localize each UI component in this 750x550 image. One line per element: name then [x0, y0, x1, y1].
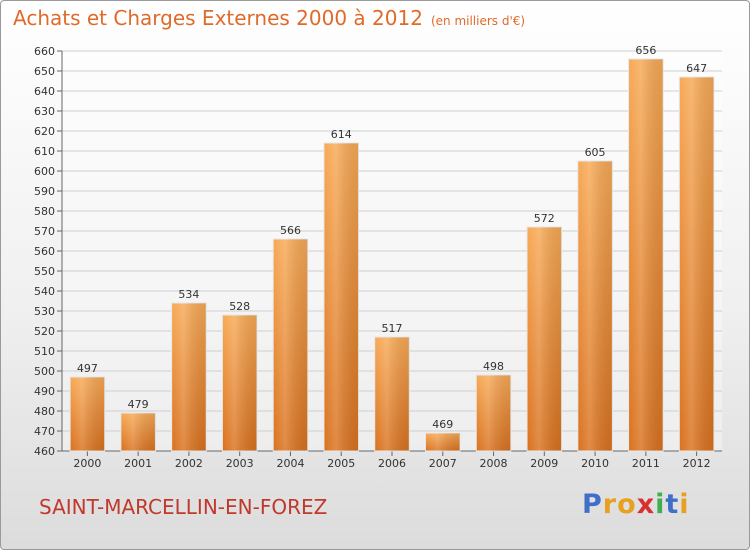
y-tick-label: 580	[34, 205, 55, 218]
y-tick-label: 590	[34, 185, 55, 198]
bar-shine	[577, 161, 613, 451]
bar-shine	[222, 315, 257, 451]
y-tick-label: 520	[34, 325, 55, 338]
y-tick-label: 540	[34, 285, 55, 298]
x-tick-label: 2007	[429, 457, 457, 470]
y-tick-label: 550	[34, 265, 55, 278]
logo-letter: i	[655, 489, 666, 520]
data-label: 469	[432, 418, 453, 431]
chart-title-text: Achats et Charges Externes 2000 à 2012	[13, 6, 423, 30]
commune-name: SAINT-MARCELLIN-EN-FOREZ	[39, 495, 328, 519]
data-label: 605	[585, 146, 606, 159]
data-label: 572	[534, 212, 555, 225]
logo-letter: t	[665, 489, 680, 520]
x-tick-label: 2003	[226, 457, 254, 470]
y-tick-label: 650	[34, 65, 55, 78]
x-tick-label: 2002	[175, 457, 203, 470]
proxiti-logo[interactable]: Proxiti	[582, 489, 690, 520]
y-tick-label: 660	[34, 45, 55, 58]
data-label: 497	[77, 362, 98, 375]
x-tick-label: 2012	[683, 457, 711, 470]
x-tick-label: 2009	[530, 457, 558, 470]
x-tick-label: 2000	[73, 457, 101, 470]
y-tick-label: 570	[34, 225, 55, 238]
bar-shine	[374, 337, 410, 451]
bar-shine	[527, 227, 562, 451]
y-tick-label: 490	[34, 385, 55, 398]
data-label: 528	[229, 300, 250, 313]
bar-shine	[273, 239, 308, 451]
x-tick-label: 2005	[327, 457, 355, 470]
data-label: 534	[178, 288, 199, 301]
bar-shine	[425, 433, 461, 451]
bar-shine	[628, 59, 664, 451]
bar-shine	[120, 413, 156, 451]
logo-letter: o	[617, 489, 637, 520]
data-label: 479	[128, 398, 149, 411]
y-tick-label: 560	[34, 245, 55, 258]
bar-shine	[476, 375, 511, 451]
y-tick-label: 470	[34, 425, 55, 438]
logo-letter: r	[602, 489, 618, 520]
y-tick-label: 620	[34, 125, 55, 138]
x-tick-label: 2001	[124, 457, 152, 470]
x-tick-label: 2004	[276, 457, 304, 470]
chart-title: Achats et Charges Externes 2000 à 2012 (e…	[13, 6, 525, 30]
bar-layer	[69, 58, 715, 452]
bar-shine	[171, 303, 207, 451]
bar-shine	[679, 77, 714, 451]
data-label: 614	[331, 128, 352, 141]
label-layer: 497 479 534 528 566 614 517 469 498 572 605 656 647	[77, 44, 707, 431]
y-tick-label: 630	[34, 105, 55, 118]
axis-layer: 460 470 480 490 500 510 520 530 540 550 560 570 580 5…	[34, 45, 722, 470]
data-label: 566	[280, 224, 301, 237]
x-tick-label: 2011	[632, 457, 660, 470]
y-tick-label: 510	[34, 345, 55, 358]
y-tick-label: 480	[34, 405, 55, 418]
logo-letter: i	[679, 489, 690, 520]
data-label: 517	[382, 322, 403, 335]
x-tick-label: 2008	[480, 457, 508, 470]
y-tick-label: 610	[34, 145, 55, 158]
y-tick-label: 640	[34, 85, 55, 98]
bar-shine	[323, 143, 359, 451]
chart-unit: (en milliers d'€)	[430, 14, 526, 28]
x-tick-label: 2010	[581, 457, 609, 470]
y-tick-label: 600	[34, 165, 55, 178]
y-tick-label: 530	[34, 305, 55, 318]
data-label: 498	[483, 360, 504, 373]
data-label: 656	[635, 44, 656, 57]
logo-letter: P	[582, 489, 603, 520]
x-tick-label: 2006	[378, 457, 406, 470]
logo-letter: x	[636, 489, 656, 520]
data-label: 647	[686, 62, 707, 75]
y-tick-label: 460	[34, 445, 55, 458]
y-tick-label: 500	[34, 365, 55, 378]
bar-shine	[70, 377, 105, 451]
